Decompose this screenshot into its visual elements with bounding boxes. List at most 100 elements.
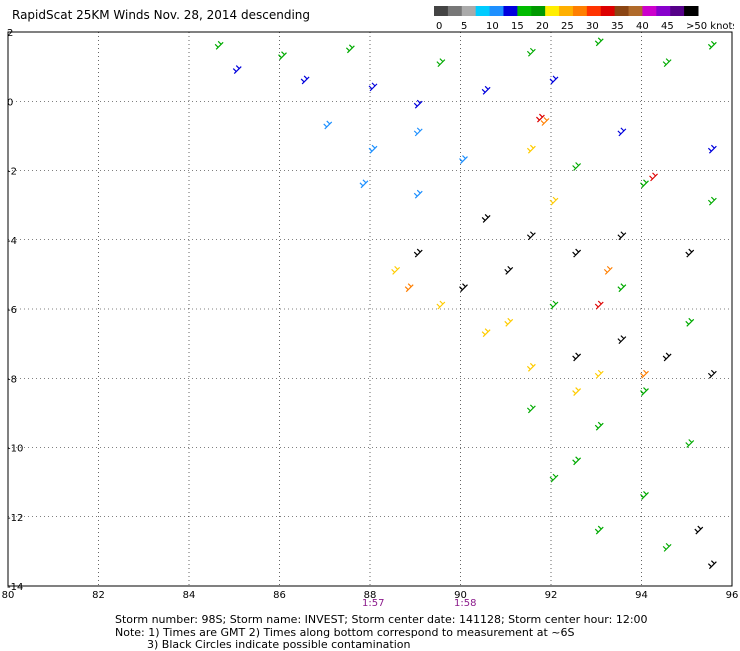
wind-barb: [413, 99, 423, 109]
x-tick-label: 92: [545, 590, 558, 601]
x-tick-label: 82: [92, 590, 105, 601]
wind-barb: [594, 525, 604, 535]
wind-barb: [572, 248, 582, 258]
colorbar-swatch: [684, 6, 699, 16]
colorbar-swatch: [475, 6, 491, 16]
wind-barb: [300, 75, 310, 85]
wind-barb: [707, 144, 717, 154]
wind-barb: [368, 82, 378, 92]
wind-barb: [617, 335, 627, 345]
wind-barb: [481, 328, 491, 338]
wind-barb: [232, 65, 242, 74]
wind-barb: [391, 265, 401, 275]
note-line-2: 3) Black Circles indicate possible conta…: [147, 638, 411, 651]
colorbar-label: 20: [536, 21, 549, 32]
wind-barb: [572, 352, 582, 362]
time-label-1: 1:57: [362, 598, 385, 609]
storm-info: Storm number: 98S; Storm name: INVEST; S…: [115, 613, 648, 626]
wind-barb: [323, 120, 333, 130]
wind-barb: [640, 491, 649, 500]
wind-barb: [504, 265, 514, 275]
wind-barb: [549, 300, 559, 310]
colorbar-swatch: [600, 6, 616, 16]
wind-barb: [707, 196, 717, 206]
grid-lines: [7, 31, 733, 587]
colorbar-swatch: [628, 6, 643, 16]
colorbar-swatch: [559, 6, 574, 16]
wind-barb: [617, 231, 627, 241]
wind-barb: [481, 85, 491, 95]
colorbar-swatch: [586, 6, 602, 16]
wind-barb: [436, 300, 446, 310]
wind-barb: [413, 127, 423, 137]
colorbar-swatch: [572, 6, 588, 16]
colorbar-swatch: [656, 6, 671, 16]
wind-barb: [640, 369, 649, 379]
wind-barb: [694, 525, 704, 535]
x-tick-label: 90: [454, 590, 467, 601]
colorbar-swatch: [489, 6, 504, 16]
wind-barb: [549, 75, 559, 85]
x-tick-label: 94: [635, 590, 648, 601]
wind-barb: [459, 155, 468, 164]
wind-barb: [603, 265, 613, 275]
colorbar-label: 10: [486, 21, 499, 32]
wind-barb: [526, 144, 536, 154]
wind-barb: [526, 231, 536, 241]
colorbar-label: 40: [636, 21, 649, 32]
colorbar-label: 25: [561, 21, 574, 32]
wind-barb: [649, 172, 658, 182]
x-tick-label: 96: [726, 590, 739, 601]
wind-barb: [640, 387, 649, 396]
y-tick-label: 0: [7, 97, 13, 108]
wind-barb: [404, 283, 414, 293]
x-tick-label: 80: [2, 590, 15, 601]
wind-barb: [707, 40, 717, 50]
colorbar-label: 30: [586, 21, 599, 32]
colorbar-label: 35: [611, 21, 624, 32]
wind-barb: [685, 439, 695, 448]
wind-barb: [481, 214, 491, 223]
wind-barb: [359, 179, 369, 189]
colorbar-swatch: [434, 6, 449, 16]
wind-barb: [662, 352, 672, 362]
wind-barb: [278, 51, 287, 61]
wind-barb: [459, 283, 468, 293]
wind-barb: [707, 369, 717, 379]
wind-barb: [662, 58, 672, 68]
colorbar-label: 45: [661, 21, 674, 32]
wind-barb: [436, 58, 446, 68]
x-tick-label: 88: [364, 590, 377, 601]
time-label-2: 1:58: [454, 598, 477, 609]
wind-barb: [617, 283, 627, 293]
wind-barb: [617, 127, 627, 137]
wind-barb: [594, 421, 604, 431]
wind-barb: [662, 542, 672, 552]
wind-barb: [572, 456, 582, 466]
x-tick-label: 84: [183, 590, 196, 601]
x-tick-label: 86: [273, 590, 286, 601]
y-tick-label: 2: [7, 28, 13, 39]
wind-barb: [572, 162, 582, 171]
wind-barb: [640, 179, 649, 189]
wind-barb: [214, 40, 224, 50]
colorbar-swatch: [670, 6, 685, 16]
y-axis-ticks: 2 0 -2 -4 -6 -8 -10 -12 -14: [7, 28, 23, 593]
colorbar-label: 5: [461, 21, 467, 32]
chart-title: RapidScat 25KM Winds Nov. 28, 2014 desce…: [12, 8, 310, 22]
wind-barb: [685, 317, 695, 327]
wind-barb: [594, 369, 604, 379]
wind-barb: [413, 189, 423, 199]
colorbar-swatch: [642, 6, 657, 16]
colorbar-label: >50 knots: [686, 21, 734, 32]
y-tick-label: -10: [7, 444, 23, 455]
wind-barb: [504, 317, 514, 327]
wind-barb: [549, 473, 559, 483]
wind-barbs: [214, 37, 717, 570]
note-line-1: Note: 1) Times are GMT 2) Times along bo…: [115, 626, 575, 639]
plot-frame: [7, 31, 733, 587]
colorbar-swatch: [447, 6, 463, 16]
wind-barb: [572, 387, 582, 396]
wind-barb: [549, 196, 559, 206]
x-axis-ticks: 80 82 84 86 88 90 92 94 96: [2, 590, 739, 601]
